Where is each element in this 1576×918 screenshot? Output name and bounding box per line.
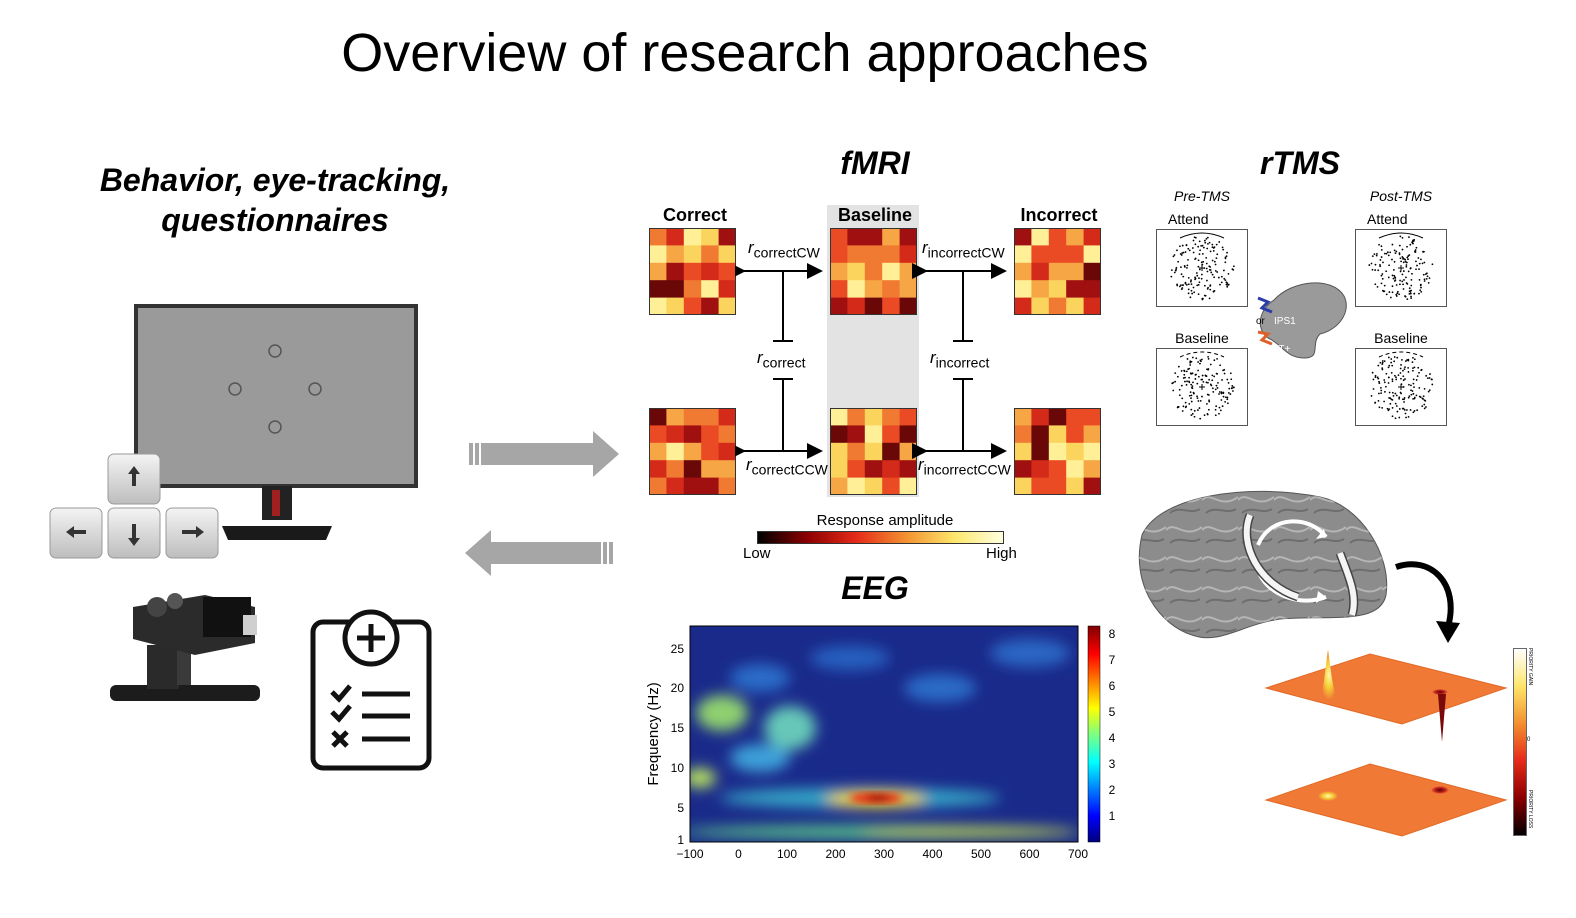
eeg-y-tick: 5 [677,801,684,815]
r-incorrect: rincorrect [930,348,990,371]
matrix-baseline-cw [830,228,917,315]
label-incorrect: Incorrect [1020,205,1098,225]
transfer-arrows [465,431,619,576]
eeg-colorbar-ticks: 8 7 6 5 4 3 2 1 [1109,627,1116,823]
pre-attend-label: Attend [1168,211,1209,227]
eeg-x-tick: 200 [825,847,845,861]
post-tms-label: Post-TMS [1369,188,1433,204]
r-correct-cw: rcorrectCW [748,238,820,261]
priority-colorbar [1513,648,1527,836]
colorbar-high: High [986,545,1017,562]
response-colorbar [757,531,1004,544]
eeg-ylabel: Frequency (Hz) [645,682,662,785]
eeg-title: EEG [841,570,909,606]
eeg-colorbar-tick: 5 [1109,705,1116,719]
eeg-y-tick: 1 [677,833,684,847]
pre-attend-stimulus [1156,229,1248,307]
r-incorrect-cw: rincorrectCW [922,238,1005,261]
tms-or-label: or [1256,316,1266,327]
r-correct-ccw: rcorrectCCW [746,455,828,478]
eeg-y-ticks: 25 20 15 10 5 1 [671,642,685,847]
label-correct: Correct [662,205,728,225]
tms-ips-label: IPS1 [1274,316,1296,327]
matrix-baseline-ccw [830,408,917,495]
fmri-title: fMRI [840,145,910,181]
fmri-connectors [735,263,1007,459]
questionnaire-icon [310,609,432,771]
matrix-correct-ccw [649,408,736,495]
eeg-colorbar-tick: 6 [1109,679,1116,693]
eeg-x-tick: 500 [971,847,991,861]
behavior-title: Behavior, eye-tracking, questionnaires [60,160,490,240]
monitor-icon [134,304,418,540]
eeg-colorbar-tick: 8 [1109,627,1116,641]
eeg-x-tick: 600 [1019,847,1039,861]
pre-baseline-label: Baseline [1175,330,1229,346]
arrow-right-icon [469,431,619,477]
r-correct: rcorrect [757,348,806,371]
arrow-left-icon [465,530,613,576]
eeg-x-ticks: −100 0 100 200 300 400 500 600 700 [676,847,1088,861]
matrix-incorrect-ccw [1014,408,1101,495]
eeg-colorbar-tick: 2 [1109,783,1116,797]
tms-brain-icon: or IPS1 MT+ [1256,282,1347,359]
pre-baseline-stimulus [1156,348,1248,426]
colorbar-title: Response amplitude [816,512,954,529]
curved-arrow-icon [1395,561,1460,643]
eeg-x-tick: 400 [922,847,942,861]
r-incorrect-ccw: rincorrectCCW [918,455,1011,478]
eeg-colorbar-tick: 7 [1109,653,1116,667]
priority-maps [1264,650,1508,837]
pre-tms-label: Pre-TMS [1174,188,1230,204]
eye-tracker-icon [110,593,260,701]
eeg-y-tick: 20 [671,681,685,695]
eeg-colorbar-tick: 1 [1109,809,1116,823]
behavior-title-line1: Behavior, eye-tracking, [99,162,451,198]
eeg-colorbar-tick: 4 [1109,731,1116,745]
arrow-keys-icon [49,453,219,559]
connectivity-arrow-icon [1256,519,1328,546]
inflated-brain-icon [1138,490,1388,639]
priority-gain-label: PRIORITY GAIN [1527,648,1533,686]
eeg-x-tick: 300 [874,847,894,861]
eeg-x-tick: 0 [735,847,742,861]
eeg-y-tick: 15 [671,721,685,735]
rtms-title: rTMS [1260,145,1340,181]
eeg-y-tick: 10 [671,761,685,775]
priority-loss-label: PRIORITY LOSS [1527,790,1533,829]
eeg-y-tick: 25 [671,642,685,656]
colorbar-low: Low [743,545,771,562]
eeg-colorbar-tick: 3 [1109,757,1116,771]
eeg-x-tick: 100 [777,847,797,861]
tms-mt-label: MT+ [1270,344,1290,355]
behavior-title-line2: questionnaires [161,202,389,238]
post-baseline-stimulus [1355,348,1447,426]
priority-zero-label: 0 [1527,737,1531,743]
page-title: Overview of research approaches [341,23,1149,83]
post-attend-label: Attend [1367,211,1408,227]
matrix-incorrect-cw [1014,228,1101,315]
matrix-correct-cw [649,228,736,315]
eeg-x-tick: 700 [1068,847,1088,861]
eeg-x-tick: −100 [676,847,703,861]
label-baseline: Baseline [837,205,913,225]
post-attend-stimulus [1355,229,1447,307]
post-baseline-label: Baseline [1374,330,1428,346]
